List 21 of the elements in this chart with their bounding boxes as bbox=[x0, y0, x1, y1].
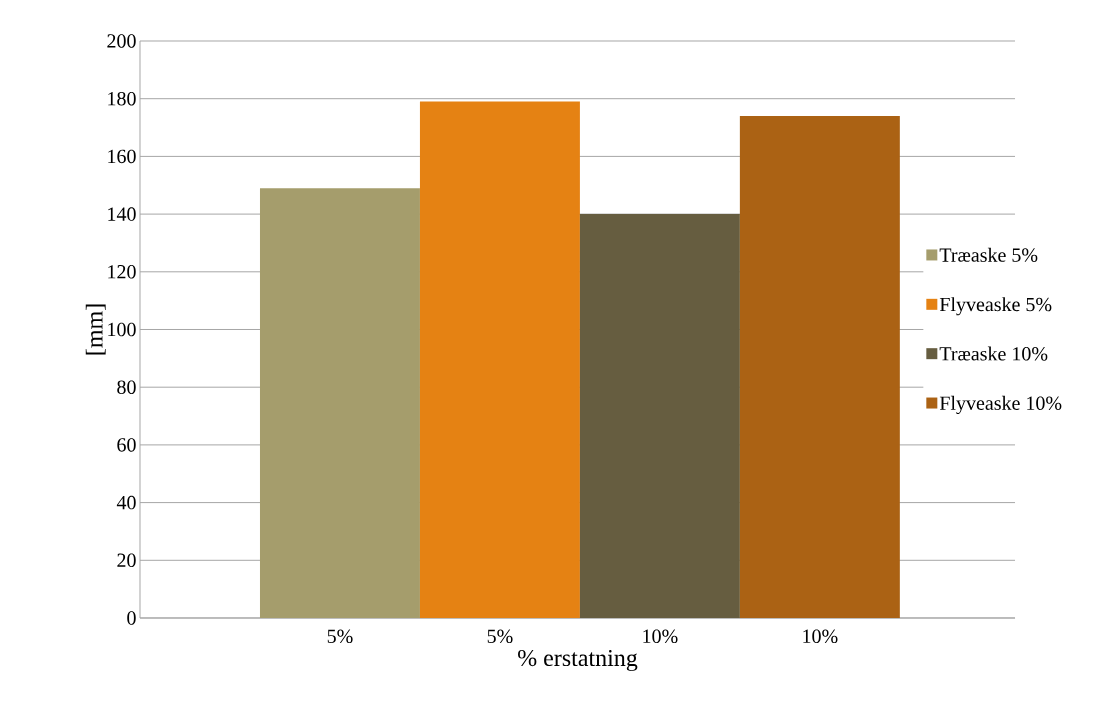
legend-label: Træaske 10% bbox=[939, 346, 1048, 361]
y-tick-label: 80 bbox=[117, 380, 136, 394]
y-tick-label: 200 bbox=[107, 34, 136, 48]
y-tick-label: 0 bbox=[127, 611, 136, 625]
x-tick-label: 10% bbox=[643, 629, 678, 644]
legend-label: Flyveaske 10% bbox=[939, 395, 1062, 415]
legend-label: Træaske 5% bbox=[939, 247, 1038, 262]
y-tick-label: 100 bbox=[108, 322, 136, 337]
x-axis-title: % erstatning bbox=[518, 649, 638, 672]
x-tick-label: 10% bbox=[803, 629, 838, 644]
y-tick-label: 40 bbox=[116, 495, 136, 510]
y-axis-title: [mm] bbox=[85, 304, 106, 355]
y-tick-label: 180 bbox=[108, 91, 136, 106]
y-tick-label: 20 bbox=[117, 553, 136, 568]
y-tick-label: 140 bbox=[108, 207, 136, 221]
y-tick-label: 160 bbox=[108, 149, 136, 164]
y-tick-label: 60 bbox=[117, 438, 136, 452]
legend-label: Flyveaske 5% bbox=[939, 297, 1052, 316]
x-tick-label: 5% bbox=[327, 629, 353, 644]
x-tick-label: 5% bbox=[487, 629, 513, 644]
y-tick-label: 120 bbox=[108, 265, 136, 279]
